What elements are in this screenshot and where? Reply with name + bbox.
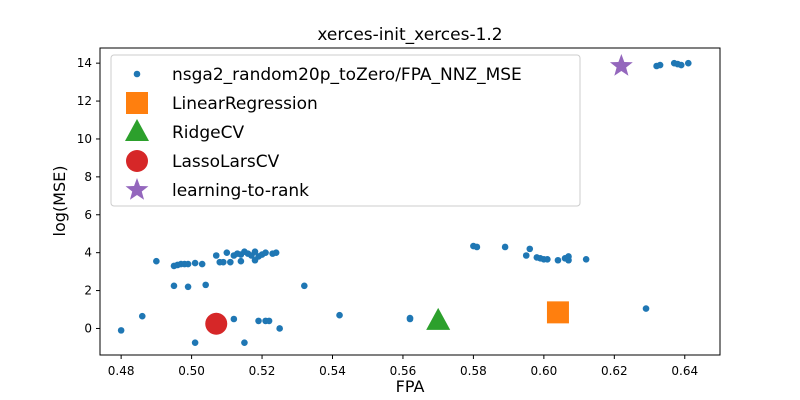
data-point-series-0 [262,249,269,256]
data-point-series-0 [265,317,273,325]
legend-marker-4 [125,178,149,200]
data-point-series-0 [251,248,259,256]
data-point-series-0 [184,283,192,291]
data-point-series-0 [170,282,178,290]
x-tick-label: 0.56 [390,364,417,378]
data-point-series-0 [522,252,530,259]
legend-label: LassoLarsCV [172,152,280,172]
legend-marker-0 [133,70,141,78]
x-tick-label: 0.52 [249,364,276,378]
data-point-series-0 [230,315,238,323]
data-point-series-0 [406,314,414,322]
data-point-series-0 [276,325,283,332]
x-tick-label: 0.50 [178,364,205,378]
data-point-series-0 [301,282,308,290]
data-point-series-0 [272,249,280,256]
data-point-series-0 [473,243,481,251]
x-tick-label: 0.60 [531,364,558,378]
legend: nsga2_random20p_toZero/FPA_NNZ_MSE Linear… [110,54,581,207]
data-point-series-0 [544,255,551,263]
data-point-series-0 [677,61,685,69]
data-point-series-0 [684,59,692,67]
data-point-series-0 [565,253,572,260]
data-point-series-0 [184,260,192,268]
data-point-series-3 [205,312,228,335]
x-axis-label: FPA [396,377,425,396]
y-tick-label: 4 [84,246,92,260]
y-tick-label: 12 [77,94,92,108]
plot-marks [117,54,692,346]
legend-label: nsga2_random20p_toZero/FPA_NNZ_MSE [172,65,522,85]
data-point-series-0 [198,260,206,268]
legend-label: LinearRegression [172,94,318,114]
data-point-series-1 [546,301,569,324]
y-tick-label: 0 [84,321,92,335]
legend-label: learning-to-rank [172,181,309,201]
data-point-series-0 [241,339,248,346]
data-point-series-0 [117,327,125,334]
data-point-series-0 [202,281,209,289]
y-tick-label: 8 [84,170,92,184]
chart-title: xerces-init_xerces-1.2 [317,25,502,45]
y-tick-label: 10 [77,132,92,146]
data-point-series-0 [642,305,650,312]
data-point-series-0 [554,256,562,264]
data-point-series-4 [609,54,633,76]
plot-frame [99,47,721,356]
data-point-series-0 [501,243,509,251]
data-point-series-0 [191,339,199,346]
data-point-series-0 [227,258,234,266]
data-point-series-0 [219,258,227,266]
data-point-series-0 [336,311,343,319]
data-point-series-0 [212,252,220,259]
x-tick-label: 0.54 [319,364,346,378]
data-point-series-0 [223,249,231,256]
data-point-series-2 [426,307,451,330]
x-tick-label: 0.64 [671,364,698,378]
legend-label: RidgeCV [172,123,244,143]
data-point-series-0 [153,257,160,265]
y-axis-ticks: 0 2 4 6 8 10 12 14 [77,56,100,335]
legend-box [110,54,581,207]
x-tick-label: 0.58 [460,364,487,378]
legend-marker-1 [126,92,148,114]
data-point-series-0 [582,255,590,263]
data-point-series-0 [526,245,534,253]
data-point-series-0 [191,259,199,267]
y-axis-label: log(MSE) [50,166,69,237]
y-tick-label: 14 [77,56,92,70]
data-point-series-0 [237,257,245,265]
legend-marker-2 [125,119,149,141]
y-tick-label: 6 [84,208,92,222]
data-point-series-0 [656,61,664,69]
data-point-series-0 [255,317,262,325]
legend-marker-3 [126,150,148,172]
x-tick-label: 0.48 [108,364,135,378]
data-point-series-0 [138,312,146,320]
x-axis-ticks: 0.48 0.50 0.52 0.54 0.56 0.58 0.60 0.62 0.64 [108,355,698,378]
x-tick-label: 0.62 [601,364,628,378]
y-tick-label: 2 [84,284,92,298]
